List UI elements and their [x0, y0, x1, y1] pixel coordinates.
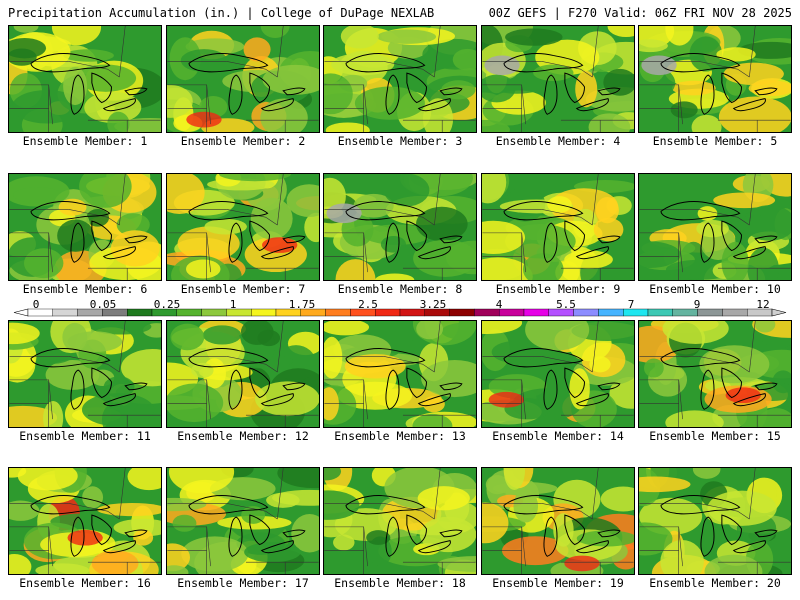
- map-panel: [638, 173, 792, 281]
- map-panel: [323, 173, 477, 281]
- colorbar-swatch: [375, 308, 401, 317]
- precip-field: [167, 174, 319, 280]
- member-label: Ensemble Member: 4: [495, 134, 621, 148]
- precip-field: [639, 174, 791, 280]
- precip-field: [482, 321, 634, 427]
- precip-field: [167, 468, 319, 574]
- member-label: Ensemble Member: 6: [22, 282, 148, 296]
- map-panel: [481, 467, 635, 575]
- member-label: Ensemble Member: 16: [19, 576, 151, 590]
- precip-field: [167, 321, 319, 427]
- member-label: Ensemble Member: 2: [180, 134, 306, 148]
- member-label: Ensemble Member: 12: [177, 429, 309, 443]
- map-panel: [323, 320, 477, 428]
- map-panel: [638, 25, 792, 133]
- colorbar-swatch: [250, 308, 277, 317]
- map-panel: [8, 173, 162, 281]
- valid-time: 00Z GEFS | F270 Valid: 06Z FRI NOV 28 20…: [488, 6, 792, 20]
- member-label: Ensemble Member: 14: [492, 429, 624, 443]
- colorbar-swatch: [573, 308, 599, 317]
- map-panel: [8, 320, 162, 428]
- member-label: Ensemble Member: 1: [22, 134, 148, 148]
- colorbar-tick-label: 9: [693, 298, 701, 311]
- colorbar-tick-label: 0: [32, 298, 40, 311]
- member-label: Ensemble Member: 19: [492, 576, 624, 590]
- map-panel: [8, 25, 162, 133]
- precip-field: [9, 26, 161, 132]
- map-panel: [323, 25, 477, 133]
- precip-field: [9, 321, 161, 427]
- member-label: Ensemble Member: 18: [334, 576, 466, 590]
- colorbar-tick-label: 2.5: [358, 298, 378, 311]
- member-label: Ensemble Member: 9: [495, 282, 621, 296]
- precip-field: [167, 26, 319, 132]
- colorbar-swatch: [325, 308, 351, 317]
- precip-field: [482, 174, 634, 280]
- colorbar-min-arrow: [13, 308, 29, 317]
- precip-field: [324, 321, 476, 427]
- colorbar-tick-label: 0.05: [89, 298, 117, 311]
- colorbar-swatch: [647, 308, 673, 317]
- map-panel: [481, 173, 635, 281]
- colorbar-swatch: [523, 308, 549, 317]
- colorbar-tick-label: 7: [627, 298, 635, 311]
- precip-field: [639, 26, 791, 132]
- member-label: Ensemble Member: 3: [337, 134, 463, 148]
- colorbar-swatch: [722, 308, 748, 317]
- colorbar-swatch: [201, 308, 227, 317]
- map-panel: [166, 320, 320, 428]
- member-label: Ensemble Member: 7: [180, 282, 306, 296]
- colorbar-swatch: [52, 308, 78, 317]
- colorbar-tick-label: 0.25: [153, 298, 181, 311]
- map-panel: [166, 173, 320, 281]
- colorbar-swatch: [697, 308, 723, 317]
- colorbar-tick-label: 4: [495, 298, 503, 311]
- colorbar-tick-label: 1: [229, 298, 237, 311]
- colorbar-tick-label: 1.75: [288, 298, 316, 311]
- member-label: Ensemble Member: 11: [19, 429, 151, 443]
- precip-field: [482, 26, 634, 132]
- map-panel: [8, 467, 162, 575]
- precip-field: [639, 468, 791, 574]
- map-panel: [481, 25, 635, 133]
- member-label: Ensemble Member: 13: [334, 429, 466, 443]
- member-label: Ensemble Member: 20: [649, 576, 781, 590]
- colorbar-swatch: [126, 308, 153, 317]
- precip-field: [324, 468, 476, 574]
- colorbar-tick-label: 12: [756, 298, 770, 311]
- colorbar-tick-label: 3.25: [419, 298, 447, 311]
- member-label: Ensemble Member: 17: [177, 576, 309, 590]
- colorbar-tick-label: 5.5: [556, 298, 576, 311]
- colorbar-max-arrow: [771, 308, 787, 317]
- map-panel: [638, 320, 792, 428]
- map-panel: [638, 467, 792, 575]
- map-panel: [481, 320, 635, 428]
- colorbar-swatch: [499, 308, 525, 317]
- map-panel: [166, 467, 320, 575]
- precip-field: [9, 174, 161, 280]
- colorbar-swatch: [176, 308, 202, 317]
- precip-field: [324, 174, 476, 280]
- map-panel: [323, 467, 477, 575]
- precip-field: [482, 468, 634, 574]
- colorbar: [13, 308, 787, 317]
- precip-field: [639, 321, 791, 427]
- member-label: Ensemble Member: 15: [649, 429, 781, 443]
- precip-field: [324, 26, 476, 132]
- precip-field: [9, 468, 161, 574]
- member-label: Ensemble Member: 5: [652, 134, 778, 148]
- colorbar-swatch: [598, 308, 624, 317]
- chart-title: Precipitation Accumulation (in.) | Colle…: [8, 6, 435, 20]
- member-label: Ensemble Member: 10: [649, 282, 781, 296]
- colorbar-swatch: [449, 308, 475, 317]
- map-panel: [166, 25, 320, 133]
- member-label: Ensemble Member: 8: [337, 282, 463, 296]
